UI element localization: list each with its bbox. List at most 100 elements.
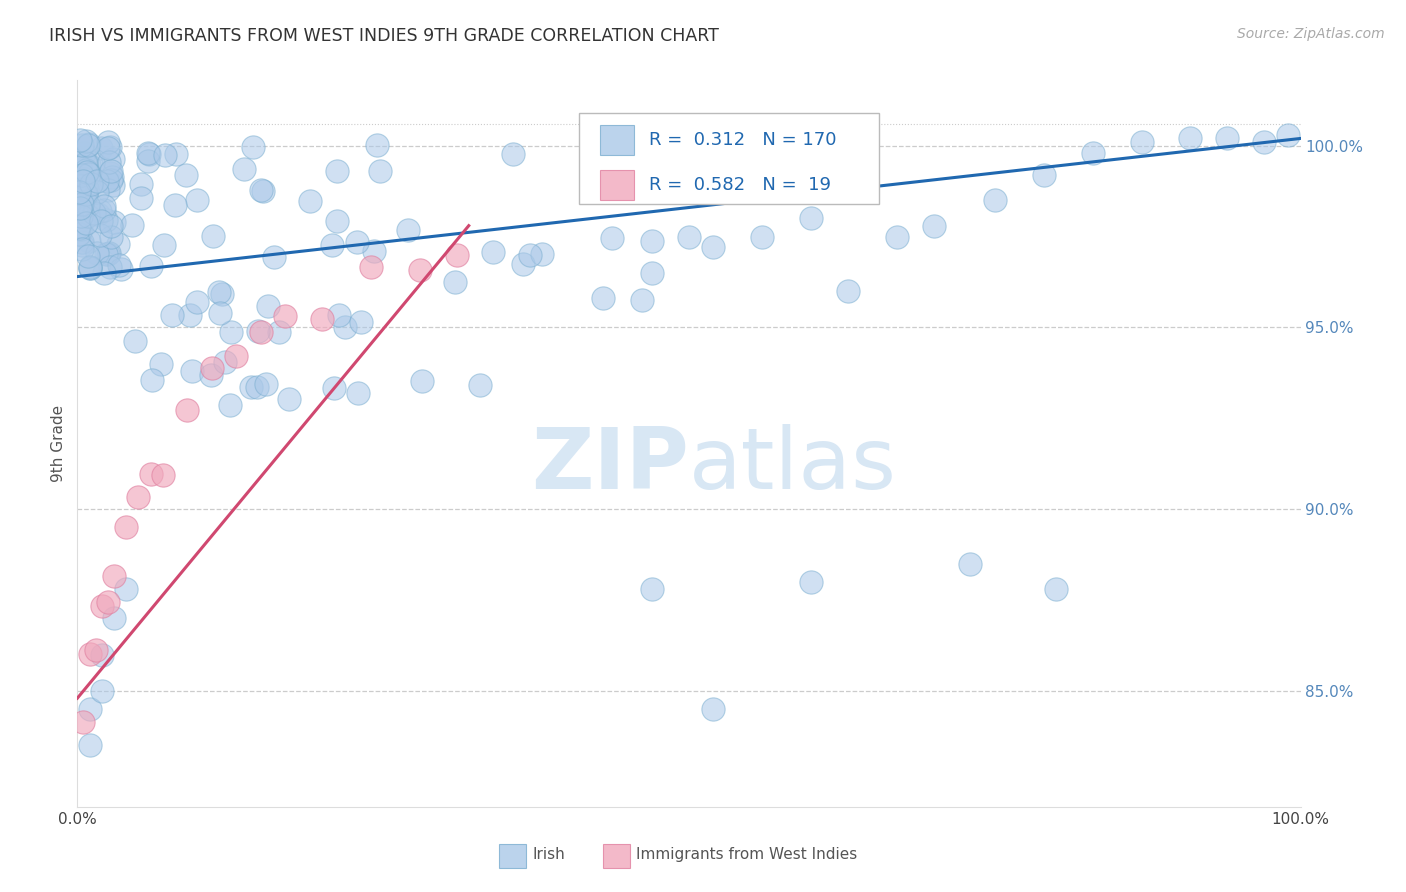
Point bbox=[70, 222, 93, 236]
Point bbox=[129, 177, 152, 191]
FancyBboxPatch shape bbox=[579, 113, 879, 204]
Bar bbox=[599, 125, 634, 155]
Point bbox=[94, 213, 117, 227]
Point bbox=[76, 165, 98, 179]
Point bbox=[232, 161, 254, 176]
Point bbox=[73, 145, 96, 160]
Point bbox=[627, 125, 650, 139]
Point bbox=[1277, 128, 1299, 142]
Point bbox=[90, 141, 112, 155]
Point bbox=[79, 174, 101, 188]
Point bbox=[211, 287, 233, 301]
Point bbox=[72, 177, 94, 191]
Point bbox=[70, 168, 93, 182]
Point bbox=[398, 223, 420, 237]
Text: Source: ZipAtlas.com: Source: ZipAtlas.com bbox=[1237, 27, 1385, 41]
Point bbox=[129, 191, 152, 205]
Point bbox=[600, 231, 623, 245]
Point bbox=[162, 309, 184, 323]
Point bbox=[103, 214, 125, 228]
Point bbox=[149, 357, 172, 371]
Point bbox=[1180, 131, 1202, 145]
Point bbox=[79, 158, 101, 172]
Point bbox=[174, 168, 197, 182]
Point bbox=[325, 164, 347, 178]
Point bbox=[79, 647, 101, 661]
Point bbox=[79, 234, 101, 248]
Point bbox=[837, 284, 859, 298]
Point bbox=[246, 380, 269, 394]
Point bbox=[115, 582, 138, 596]
Point bbox=[363, 244, 385, 259]
Point bbox=[67, 221, 90, 235]
Point bbox=[346, 235, 368, 249]
Point bbox=[108, 258, 131, 272]
Point bbox=[311, 312, 333, 326]
Point bbox=[326, 213, 349, 227]
Point bbox=[107, 236, 129, 251]
Point bbox=[984, 193, 1007, 207]
Point bbox=[250, 325, 273, 339]
Point bbox=[75, 216, 97, 230]
Bar bbox=[599, 169, 634, 201]
Point bbox=[79, 702, 101, 716]
Point bbox=[141, 373, 163, 387]
Point bbox=[75, 156, 97, 170]
Point bbox=[89, 204, 111, 219]
Point bbox=[75, 189, 97, 203]
Text: R =  0.312   N = 170: R = 0.312 N = 170 bbox=[648, 131, 837, 149]
Point bbox=[101, 178, 124, 192]
Point bbox=[80, 177, 103, 191]
Point bbox=[76, 138, 98, 153]
Point bbox=[138, 145, 160, 160]
Point bbox=[208, 306, 231, 320]
Point bbox=[886, 229, 908, 244]
Point bbox=[186, 294, 208, 309]
Point bbox=[87, 207, 110, 221]
Point bbox=[751, 229, 773, 244]
Text: IRISH VS IMMIGRANTS FROM WEST INDIES 9TH GRADE CORRELATION CHART: IRISH VS IMMIGRANTS FROM WEST INDIES 9TH… bbox=[49, 27, 718, 45]
Point bbox=[1130, 135, 1153, 149]
Point bbox=[678, 229, 700, 244]
Point bbox=[250, 183, 273, 197]
Point bbox=[139, 467, 162, 482]
Point bbox=[101, 170, 124, 185]
Point bbox=[70, 235, 93, 250]
Point bbox=[153, 238, 176, 252]
Point bbox=[67, 201, 90, 215]
Point bbox=[592, 292, 614, 306]
Point bbox=[254, 376, 277, 391]
Point bbox=[67, 219, 90, 233]
Point bbox=[252, 184, 274, 198]
Point bbox=[922, 219, 945, 233]
Point bbox=[1216, 131, 1239, 145]
Point bbox=[79, 136, 101, 151]
Point bbox=[86, 185, 108, 199]
Point bbox=[219, 326, 242, 340]
Point bbox=[482, 245, 505, 260]
Point bbox=[267, 325, 290, 339]
Point bbox=[257, 299, 280, 313]
Point bbox=[75, 163, 97, 178]
Point bbox=[73, 155, 96, 169]
Point bbox=[93, 203, 115, 218]
Point bbox=[97, 136, 120, 150]
Point bbox=[323, 381, 346, 395]
Point bbox=[72, 715, 94, 730]
Point bbox=[278, 392, 301, 406]
Text: R =  0.582   N =  19: R = 0.582 N = 19 bbox=[648, 177, 831, 194]
Point bbox=[67, 152, 90, 166]
Point bbox=[641, 582, 664, 596]
Point bbox=[512, 257, 534, 271]
Point bbox=[69, 178, 91, 193]
Point bbox=[100, 163, 122, 178]
Point bbox=[72, 243, 94, 257]
Point bbox=[1253, 135, 1275, 149]
Point bbox=[77, 205, 100, 219]
Point bbox=[409, 263, 432, 277]
Point bbox=[75, 172, 97, 186]
Point bbox=[69, 160, 91, 174]
Point bbox=[959, 557, 981, 571]
Point bbox=[141, 259, 163, 273]
Point bbox=[100, 260, 122, 275]
